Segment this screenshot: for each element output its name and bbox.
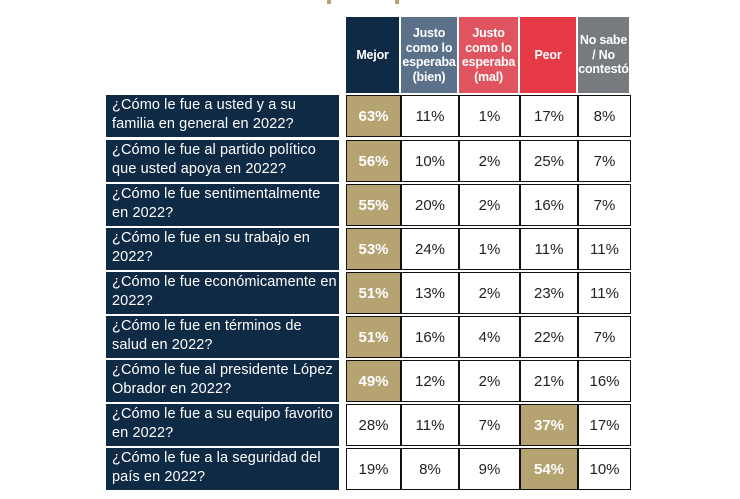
value-cell: 10% xyxy=(401,140,459,182)
question-label: ¿Cómo le fue a su equipo favorito en 202… xyxy=(106,404,339,446)
value-cell: 2% xyxy=(459,184,520,226)
value-cell: 2% xyxy=(459,360,520,402)
question-label: ¿Cómo le fue a usted y a su familia en g… xyxy=(106,95,339,137)
question-label: ¿Cómo le fue al partido político que ust… xyxy=(106,140,339,182)
value-cell: 12% xyxy=(401,360,459,402)
question-label: ¿Cómo le fue al presidente López Obrador… xyxy=(106,360,339,402)
value-cell: 11% xyxy=(401,404,459,446)
value-cell: 21% xyxy=(520,360,578,402)
value-cell: 37% xyxy=(520,404,578,446)
value-cell: 1% xyxy=(459,228,520,270)
value-cell: 49% xyxy=(346,360,401,402)
value-cell: 11% xyxy=(520,228,578,270)
value-cell: 51% xyxy=(346,316,401,358)
value-cell: 10% xyxy=(578,448,631,490)
value-cell: 11% xyxy=(578,228,631,270)
value-cell: 24% xyxy=(401,228,459,270)
value-cell: 22% xyxy=(520,316,578,358)
value-cell: 55% xyxy=(346,184,401,226)
header-no-sabe: No sabe / No contestó xyxy=(578,17,629,93)
value-cell: 13% xyxy=(401,272,459,314)
value-cell: 11% xyxy=(401,95,459,137)
value-cell: 16% xyxy=(401,316,459,358)
header-mejor: Mejor xyxy=(346,17,399,93)
value-cell: 9% xyxy=(459,448,520,490)
value-cell: 8% xyxy=(401,448,459,490)
question-label: ¿Cómo le fue económicamente en 2022? xyxy=(106,272,339,314)
question-label: ¿Cómo le fue a la seguridad del país en … xyxy=(106,448,339,490)
value-cell: 19% xyxy=(346,448,401,490)
value-cell: 17% xyxy=(520,95,578,137)
value-cell: 7% xyxy=(459,404,520,446)
header-peor: Peor xyxy=(520,17,576,93)
title-fragment xyxy=(395,0,399,4)
value-cell: 2% xyxy=(459,272,520,314)
value-cell: 7% xyxy=(578,184,631,226)
value-cell: 56% xyxy=(346,140,401,182)
question-label: ¿Cómo le fue en su trabajo en 2022? xyxy=(106,228,339,270)
header-justo-bien: Justo como lo esperaba (bien) xyxy=(401,17,457,93)
value-cell: 20% xyxy=(401,184,459,226)
value-cell: 54% xyxy=(520,448,578,490)
value-cell: 2% xyxy=(459,140,520,182)
value-cell: 16% xyxy=(578,360,631,402)
value-cell: 16% xyxy=(520,184,578,226)
value-cell: 7% xyxy=(578,140,631,182)
value-cell: 11% xyxy=(578,272,631,314)
value-cell: 51% xyxy=(346,272,401,314)
value-cell: 1% xyxy=(459,95,520,137)
header-justo-mal: Justo como lo esperaba (mal) xyxy=(459,17,518,93)
title-fragment xyxy=(327,0,331,4)
value-cell: 53% xyxy=(346,228,401,270)
value-cell: 25% xyxy=(520,140,578,182)
question-label: ¿Cómo le fue en términos de salud en 202… xyxy=(106,316,339,358)
value-cell: 63% xyxy=(346,95,401,137)
value-cell: 23% xyxy=(520,272,578,314)
value-cell: 17% xyxy=(578,404,631,446)
value-cell: 28% xyxy=(346,404,401,446)
value-cell: 8% xyxy=(578,95,631,137)
value-cell: 4% xyxy=(459,316,520,358)
value-cell: 7% xyxy=(578,316,631,358)
question-label: ¿Cómo le fue sentimentalmente en 2022? xyxy=(106,184,339,226)
